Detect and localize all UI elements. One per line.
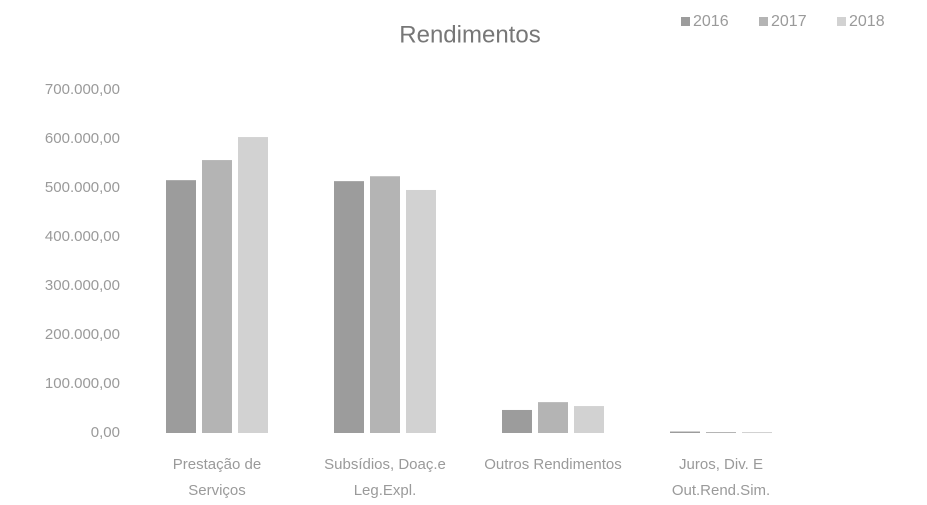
chart-title: Rendimentos xyxy=(399,21,540,48)
x-tick-label: Outros Rendimentos xyxy=(484,456,622,473)
bar xyxy=(742,432,772,434)
bar xyxy=(370,176,400,434)
bar xyxy=(334,181,364,433)
y-tick-label: 300.000,00 xyxy=(45,277,120,294)
y-tick-label: 500.000,00 xyxy=(45,179,120,196)
bar xyxy=(574,406,604,433)
bar xyxy=(538,402,568,433)
y-tick-label: 400.000,00 xyxy=(45,228,120,245)
legend-swatch xyxy=(681,17,690,26)
legend-label: 2018 xyxy=(849,13,885,30)
y-tick-label: 0,00 xyxy=(91,424,120,441)
bar xyxy=(670,431,700,433)
y-tick-label: 700.000,00 xyxy=(45,81,120,98)
y-tick-label: 100.000,00 xyxy=(45,375,120,392)
y-tick-label: 200.000,00 xyxy=(45,326,120,343)
legend-swatch xyxy=(837,17,846,26)
bar xyxy=(502,409,532,433)
bar xyxy=(238,137,268,434)
bar xyxy=(166,180,196,433)
x-tick-label: Juros, Div. E Out.Rend.Sim. xyxy=(671,456,771,499)
x-tick-label: Subsídios, Doaç.e Leg.Expl. xyxy=(324,456,446,499)
legend-label: 2016 xyxy=(693,13,729,30)
y-tick-label: 600.000,00 xyxy=(45,130,120,147)
bar xyxy=(202,160,232,433)
legend-label: 2017 xyxy=(771,13,807,30)
bar xyxy=(406,189,436,433)
legend-swatch xyxy=(759,17,768,26)
x-tick-label: Prestação de Serviços xyxy=(172,456,262,499)
bar xyxy=(706,432,736,434)
